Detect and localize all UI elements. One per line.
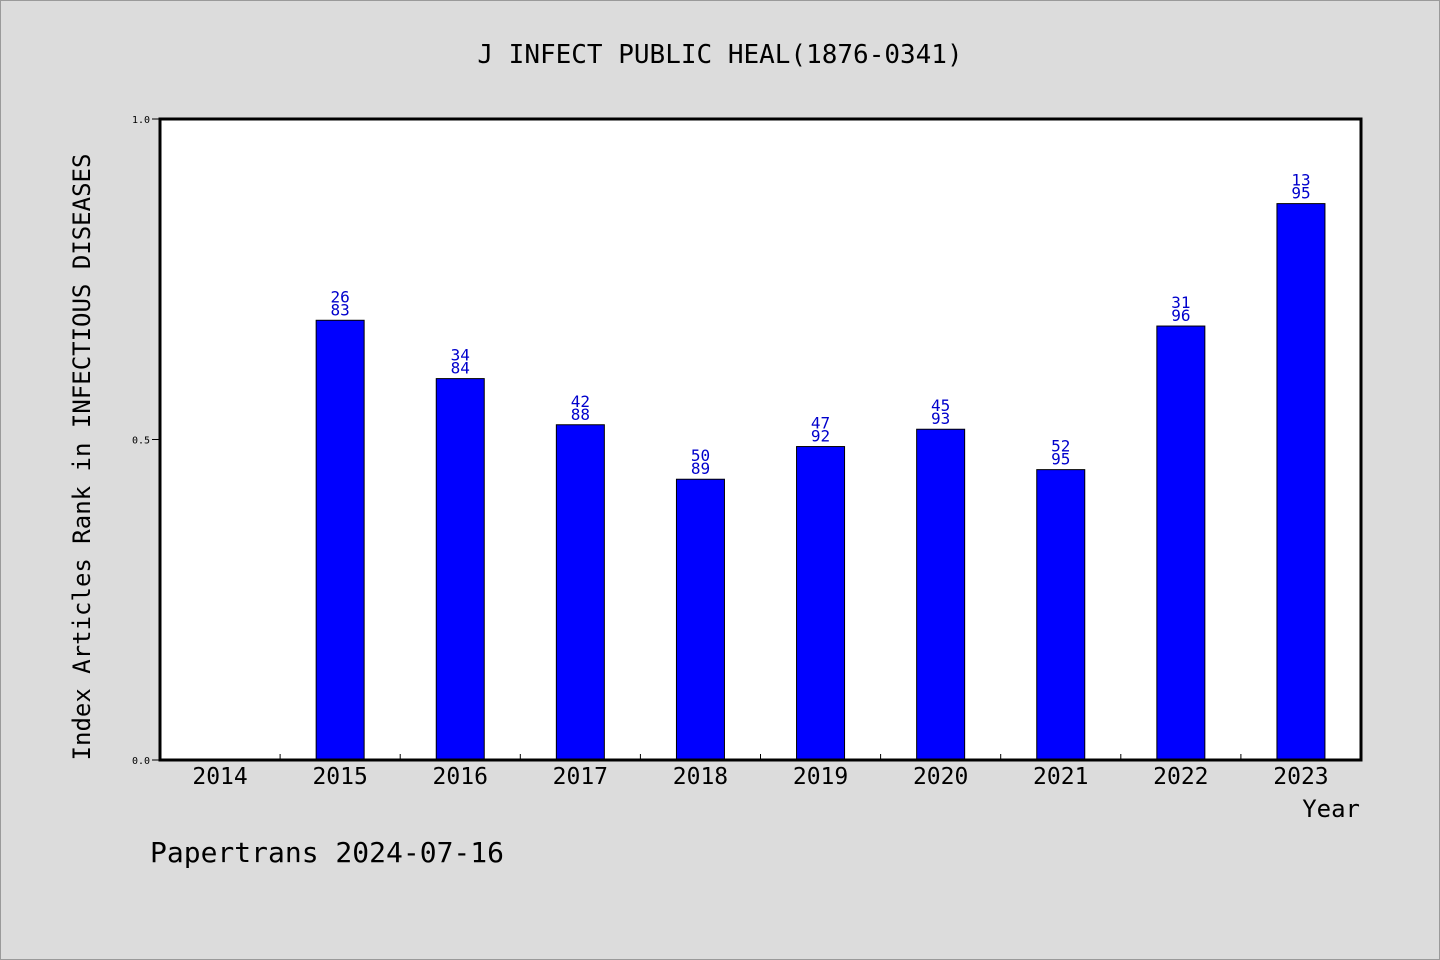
chart-title: J INFECT PUBLIC HEAL(1876-0341) xyxy=(477,40,962,70)
bar xyxy=(675,478,725,761)
bar xyxy=(435,378,485,761)
data-label-rank: 47 xyxy=(811,414,830,433)
x-axis-label: Year xyxy=(1302,795,1360,823)
data-label-total: 89 xyxy=(691,459,710,478)
y-ticks-group: 0.0 0.5 1.0 xyxy=(132,115,160,767)
data-label-total: 83 xyxy=(331,300,350,319)
data-label-total: 93 xyxy=(931,409,950,428)
data-label-total: 95 xyxy=(1291,184,1310,203)
bar xyxy=(315,319,365,761)
bar xyxy=(1036,469,1086,761)
x-tick-label: 2014 xyxy=(192,764,247,790)
y-axis-label: Index Articles Rank in INFECTIOUS DISEAS… xyxy=(68,154,96,761)
bar xyxy=(916,428,966,761)
data-label-rank: 26 xyxy=(331,287,350,306)
data-label-rank: 13 xyxy=(1291,171,1310,190)
y-tick-label: 0.5 xyxy=(132,436,150,447)
data-label-total: 84 xyxy=(451,359,470,378)
x-tick-label: 2015 xyxy=(312,764,367,790)
plot-border xyxy=(158,117,1363,762)
data-label-rank: 52 xyxy=(1051,437,1070,456)
data-label-total: 96 xyxy=(1171,306,1190,325)
data-label-rank: 34 xyxy=(451,346,470,365)
bars-group xyxy=(315,203,1326,761)
data-label-rank: 31 xyxy=(1171,293,1190,312)
bar xyxy=(1276,203,1326,761)
bar xyxy=(555,424,605,761)
footer-watermark: Papertrans 2024-07-16 xyxy=(150,836,504,869)
data-label-rank: 45 xyxy=(931,396,950,415)
bar xyxy=(796,446,846,761)
y-tick-label: 1.0 xyxy=(132,115,150,126)
x-tick-label: 2020 xyxy=(913,764,968,790)
bar xyxy=(1156,325,1206,761)
x-tick-label: 2016 xyxy=(433,764,488,790)
x-tick-label: 2022 xyxy=(1153,764,1208,790)
x-tick-label: 2019 xyxy=(793,764,848,790)
data-label-rank: 42 xyxy=(571,392,590,411)
data-label-total: 95 xyxy=(1051,450,1070,469)
data-label-total: 88 xyxy=(571,405,590,424)
x-tick-label: 2018 xyxy=(673,764,728,790)
x-tick-label: 2017 xyxy=(553,764,608,790)
x-tick-label: 2021 xyxy=(1033,764,1088,790)
x-tick-label: 2023 xyxy=(1273,764,1328,790)
y-tick-label: 0.0 xyxy=(132,756,150,767)
data-label-total: 92 xyxy=(811,427,830,446)
data-label-rank: 50 xyxy=(691,446,710,465)
x-ticks-group: 2014 2015 2016 2017 2018 2019 2020 2021 2022 2023 xyxy=(192,754,1329,790)
